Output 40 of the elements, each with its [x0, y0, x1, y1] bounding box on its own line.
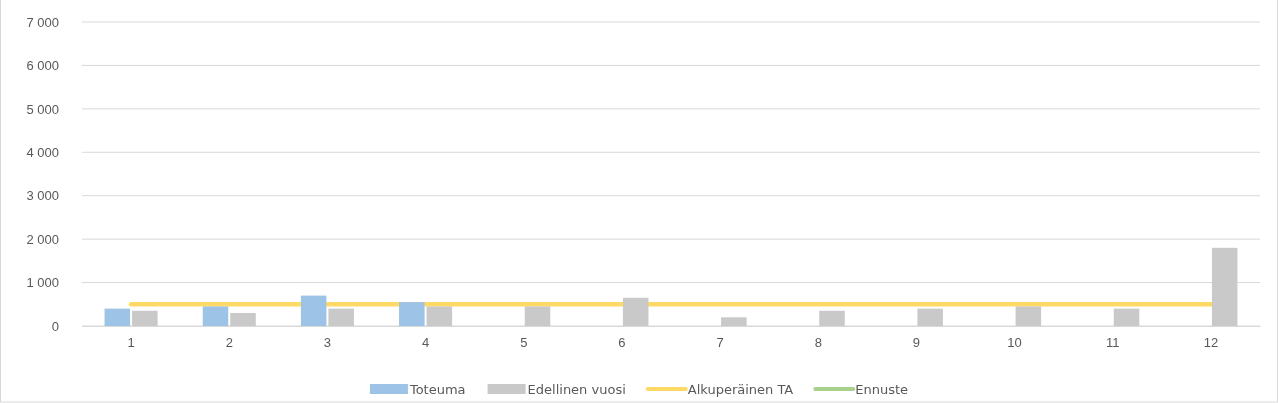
legend-label: Ennuste [855, 382, 909, 397]
bar [328, 308, 354, 326]
x-tick-label: 11 [1106, 335, 1120, 351]
x-tick-label: 7 [716, 335, 724, 351]
bar [1113, 308, 1140, 326]
x-tick-label: 5 [520, 335, 528, 351]
bar [230, 312, 256, 326]
y-tick-label: 6 000 [26, 58, 59, 74]
bar [202, 306, 229, 326]
legend-label: Alkuperäinen TA [687, 382, 794, 397]
legend-label: Edellinen vuosi [527, 382, 626, 397]
bar [721, 317, 747, 326]
y-tick-label: 1 000 [26, 275, 59, 291]
legend-label: Toteuma [408, 382, 466, 397]
x-tick-label: 2 [225, 335, 233, 351]
x-tick-label: 1 [127, 335, 135, 351]
x-tick-label: 4 [421, 335, 430, 351]
bar [622, 297, 649, 326]
bar [104, 308, 131, 326]
y-tick-label: 0 [51, 318, 59, 334]
bar [426, 306, 453, 326]
bar [819, 310, 845, 326]
y-tick-label: 4 000 [26, 144, 59, 160]
y-tick-label: 3 000 [26, 188, 59, 204]
x-tick-label: 10 [1007, 335, 1022, 351]
x-tick-label: 9 [912, 335, 921, 351]
x-tick-label: 12 [1203, 335, 1219, 351]
bar [300, 295, 327, 326]
bar [399, 302, 425, 326]
bar [524, 306, 551, 326]
y-tick-label: 2 000 [26, 231, 59, 247]
x-tick-label: 6 [618, 335, 626, 351]
bar [1211, 247, 1238, 326]
x-tick-label: 8 [814, 335, 822, 351]
bar [1015, 306, 1042, 326]
x-tick-label: 3 [323, 335, 332, 351]
bar [917, 308, 943, 326]
bar [132, 310, 158, 326]
y-tick-label: 7 000 [26, 14, 59, 30]
y-tick-label: 5 000 [26, 101, 59, 117]
